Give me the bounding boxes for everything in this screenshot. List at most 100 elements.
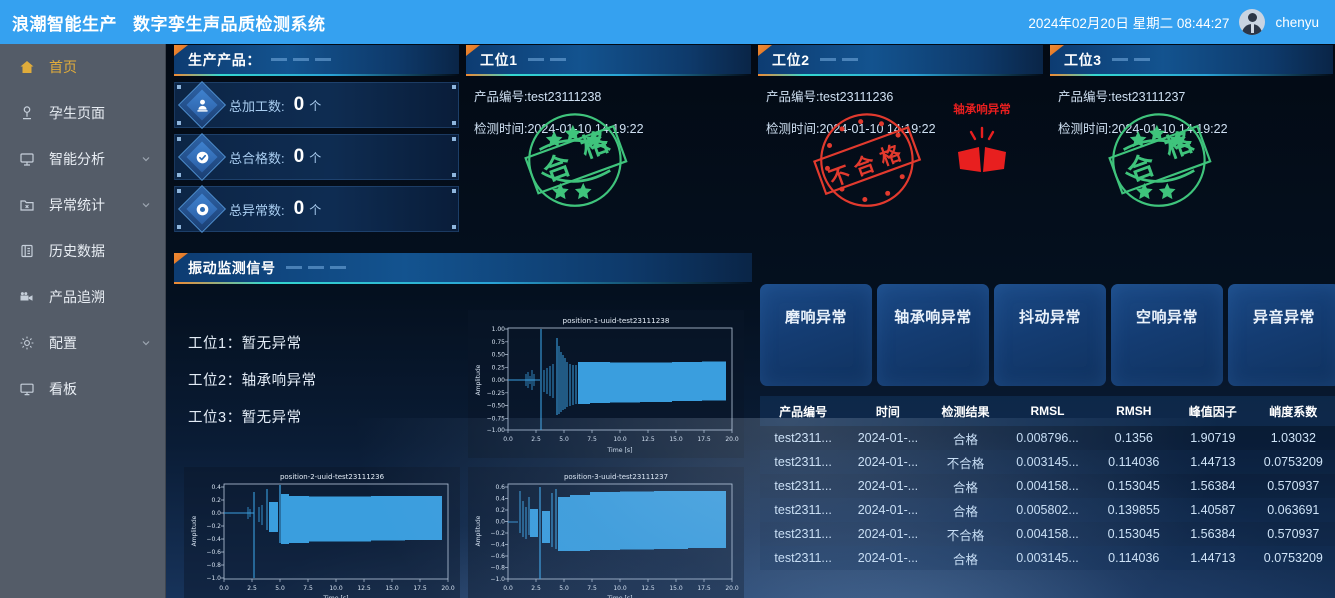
sidebar-item-dashboard[interactable]: 看板 [0, 366, 165, 412]
svg-text:−0.6: −0.6 [490, 553, 505, 560]
detect-time-1: 检测时间:2024-01-10 14:19:22 [474, 122, 644, 136]
waveform-chart-3[interactable]: position-3-uuid-test23111237 0.6 0.4 0.2 0… [468, 467, 744, 598]
table-row[interactable]: test2311... 2024-01-... 合格 0.005802... 0… [760, 498, 1335, 522]
svg-text:10.0: 10.0 [613, 585, 627, 592]
svg-text:−0.8: −0.8 [206, 562, 221, 569]
anomaly-label-grinding: 磨响异常 [784, 309, 847, 326]
display-icon [18, 380, 36, 398]
workstation-body-2: 产品编号:test23111236 检测时间:2024-01-10 14:19:… [758, 74, 1043, 226]
sidebar-item-product-trace[interactable]: 产品追溯 [0, 274, 165, 320]
table-row[interactable]: test2311... 2024-01-... 合格 0.008796... 0… [760, 426, 1335, 450]
waveform-chart-3-svg: position-3-uuid-test23111237 0.6 0.4 0.2 0… [468, 467, 744, 598]
username-label[interactable]: chenyu [1275, 14, 1319, 30]
cell-product-id: test2311... [760, 546, 847, 570]
camera-icon [18, 288, 36, 306]
sidebar-item-anomaly-stats[interactable]: 异常统计 [0, 182, 165, 228]
svg-text:5.0: 5.0 [559, 436, 569, 443]
chart-2-xlabel: Time [s] [322, 595, 348, 598]
cell-time: 2024-01-... [846, 450, 930, 474]
table-row[interactable]: test2311... 2024-01-... 不合格 0.003145... … [760, 450, 1335, 474]
svg-text:12.5: 12.5 [357, 585, 371, 592]
cell-result: 合格 [929, 546, 1002, 570]
anomaly-label-hollow: 空响异常 [1135, 309, 1198, 326]
chevron-down-icon [141, 200, 151, 210]
cell-result: 不合格 [929, 522, 1002, 546]
chart-2-ylabel: Amplitude [191, 515, 198, 546]
panel-title-vibration: 振动监测信号 [188, 259, 276, 276]
svg-text:15.0: 15.0 [669, 585, 683, 592]
svg-text:0.2: 0.2 [211, 497, 221, 504]
anomaly-card-shake[interactable]: 抖动异常 [994, 284, 1106, 386]
th-result[interactable]: 检测结果 [929, 396, 1002, 426]
sidebar-item-config[interactable]: 配置 [0, 320, 165, 366]
table-row[interactable]: test2311... 2024-01-... 合格 0.003145... 0… [760, 546, 1335, 570]
anomaly-label-bearing: 轴承响异常 [894, 309, 972, 326]
th-crest-factor[interactable]: 峰值因子 [1174, 396, 1252, 426]
stat-label-total-pass: 总合格数: [229, 150, 285, 166]
sidebar-item-smart-analysis[interactable]: 智能分析 [0, 136, 165, 182]
vibration-status-line-1: 工位1：暂无异常 [188, 336, 302, 352]
svg-text:2.5: 2.5 [531, 585, 541, 592]
chart-1-title: position-1-uuid-test23111238 [563, 316, 670, 325]
production-products-panel: 生产产品： 总加工数: 0 个 [174, 45, 459, 234]
table-row[interactable]: test2311... 2024-01-... 不合格 0.004158... … [760, 522, 1335, 546]
table-row[interactable]: test2311... 2024-01-... 合格 0.004158... 0… [760, 474, 1335, 498]
cell-product-id: test2311... [760, 450, 847, 474]
cell-crest-factor: 1.56384 [1174, 474, 1252, 498]
th-time[interactable]: 时间 [846, 396, 930, 426]
waveform-chart-2-svg: position-2-uuid-test23111236 0.4 0.2 0.0 −… [184, 467, 460, 598]
svg-text:20.0: 20.0 [725, 436, 739, 443]
th-product-id[interactable]: 产品编号 [760, 396, 847, 426]
gear-icon [18, 334, 36, 352]
home-icon [18, 58, 36, 76]
stat-card-total-pass[interactable]: 总合格数: 0 个 [174, 132, 459, 182]
svg-text:0.6: 0.6 [495, 484, 505, 491]
cell-rmsh: 0.153045 [1093, 522, 1174, 546]
svg-text:0.0: 0.0 [503, 436, 513, 443]
svg-text:20.0: 20.0 [441, 585, 455, 592]
stat-card-total-processed[interactable]: 总加工数: 0 个 [174, 80, 459, 130]
sidebar-label-product-trace: 产品追溯 [49, 289, 105, 305]
cell-product-id: test2311... [760, 522, 847, 546]
vibration-status-list: 工位1：暂无异常 工位2：轴承响异常 工位3：暂无异常 [188, 332, 317, 443]
anomaly-card-noise[interactable]: 异音异常 [1228, 284, 1335, 386]
svg-text:12.5: 12.5 [641, 585, 655, 592]
svg-text:7.5: 7.5 [303, 585, 313, 592]
svg-text:10.0: 10.0 [613, 436, 627, 443]
stat-unit-total-processed: 个 [309, 98, 322, 113]
svg-text:−1.0: −1.0 [206, 575, 221, 582]
anomaly-card-hollow[interactable]: 空响异常 [1111, 284, 1223, 386]
svg-text:17.5: 17.5 [413, 585, 427, 592]
stat-label-total-anomaly: 总异常数: [229, 202, 285, 218]
svg-text:0.4: 0.4 [211, 484, 221, 491]
stamp-char-2: 格 [577, 126, 614, 164]
waveform-chart-1[interactable]: position-1-uuid-test23111238 1.00 0.75 0.… [468, 310, 744, 458]
stat-card-total-anomaly[interactable]: 总异常数: 0 个 [174, 184, 459, 234]
sidebar-label-smart-analysis: 智能分析 [49, 151, 105, 167]
svg-text:0.0: 0.0 [211, 510, 221, 517]
th-kurtosis[interactable]: 峭度系数 [1251, 396, 1335, 426]
stat-label-total-processed: 总加工数: [229, 98, 285, 114]
panel-title-workstation-1: 工位1 [480, 51, 518, 68]
sidebar: 首页 孕生页面 智能分析 [0, 44, 166, 598]
th-rmsh[interactable]: RMSH [1093, 396, 1174, 426]
th-rmsl[interactable]: RMSL [1001, 396, 1094, 426]
svg-text:−1.00: −1.00 [487, 427, 506, 434]
sidebar-item-home[interactable]: 首页 [0, 44, 165, 90]
avatar[interactable] [1239, 9, 1266, 35]
anomaly-card-bearing[interactable]: 轴承响异常 [877, 284, 989, 386]
stamp-person-icon [177, 80, 227, 130]
main-stage: 生产产品： 总加工数: 0 个 [166, 44, 1335, 598]
sidebar-item-twin-page[interactable]: 孕生页面 [0, 90, 165, 136]
cell-time: 2024-01-... [846, 474, 930, 498]
waveform-chart-2[interactable]: position-2-uuid-test23111236 0.4 0.2 0.0 −… [184, 467, 460, 598]
stamp-char-2: 格 [1161, 126, 1198, 164]
cell-time: 2024-01-... [846, 498, 930, 522]
chart-3-xlabel: Time [s] [606, 595, 632, 598]
cell-crest-factor: 1.40587 [1174, 498, 1252, 522]
svg-text:−0.2: −0.2 [490, 530, 505, 537]
anomaly-card-grinding[interactable]: 磨响异常 [760, 284, 872, 386]
sidebar-item-history-data[interactable]: 历史数据 [0, 228, 165, 274]
svg-text:5.0: 5.0 [275, 585, 285, 592]
svg-text:−0.25: −0.25 [487, 390, 506, 397]
